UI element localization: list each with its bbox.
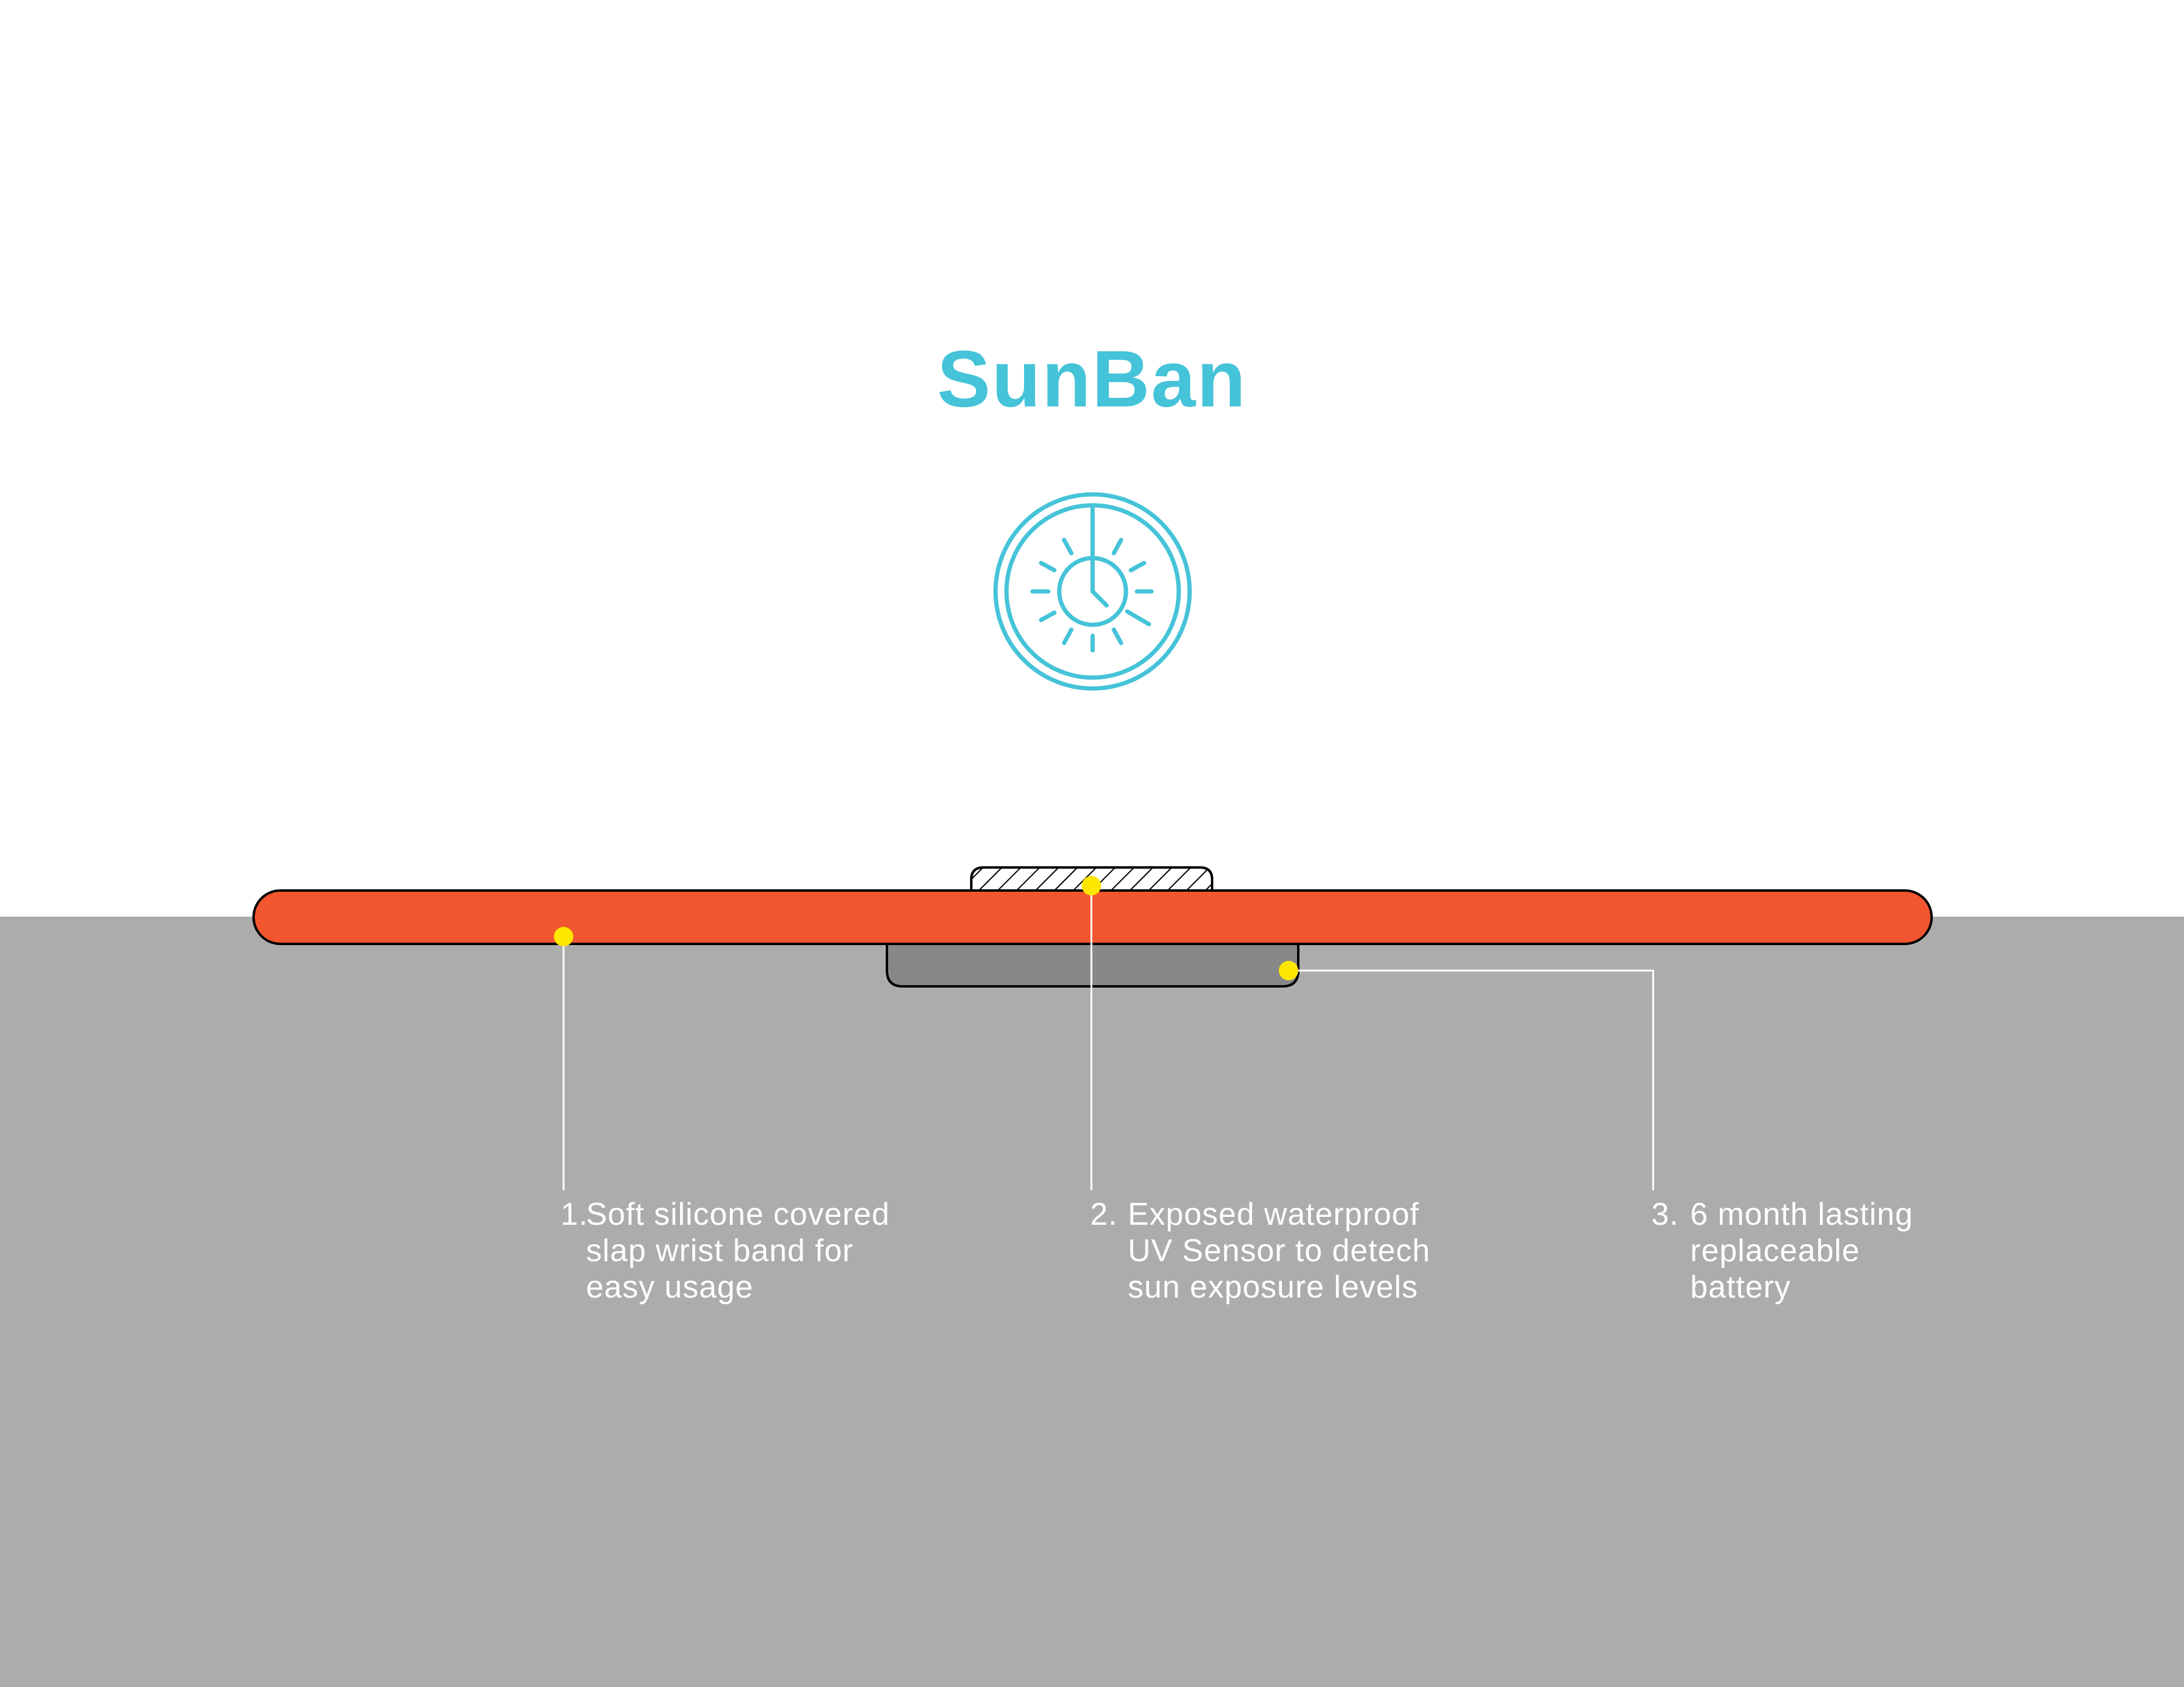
callout-text: slap wrist band for [586, 1233, 854, 1268]
marker-sensor [1082, 876, 1101, 895]
battery-module [886, 943, 1299, 988]
page-title: SunBan [937, 334, 1247, 423]
marker-battery [1279, 961, 1298, 980]
callout-number: 2. [1090, 1197, 1118, 1232]
callout-text: sun exposure levels [1128, 1270, 1418, 1305]
sun-clock-icon [993, 492, 1192, 691]
callout-text: Exposed waterproof [1128, 1197, 1420, 1232]
callout-text: UV Sensor to detech [1128, 1233, 1431, 1268]
callout-number: 3. [1651, 1197, 1679, 1232]
callout-number: 1. [561, 1197, 588, 1232]
marker-band [554, 927, 573, 946]
silicone-band [252, 889, 1933, 945]
callout-text: replaceable [1690, 1233, 1860, 1268]
callout-text: easy usage [586, 1270, 753, 1305]
leader-line-3 [1289, 969, 1654, 1190]
callout-text: Soft silicone covered [586, 1197, 890, 1232]
callout-text: battery [1690, 1270, 1791, 1305]
callout-text: 6 month lasting [1690, 1197, 1913, 1232]
